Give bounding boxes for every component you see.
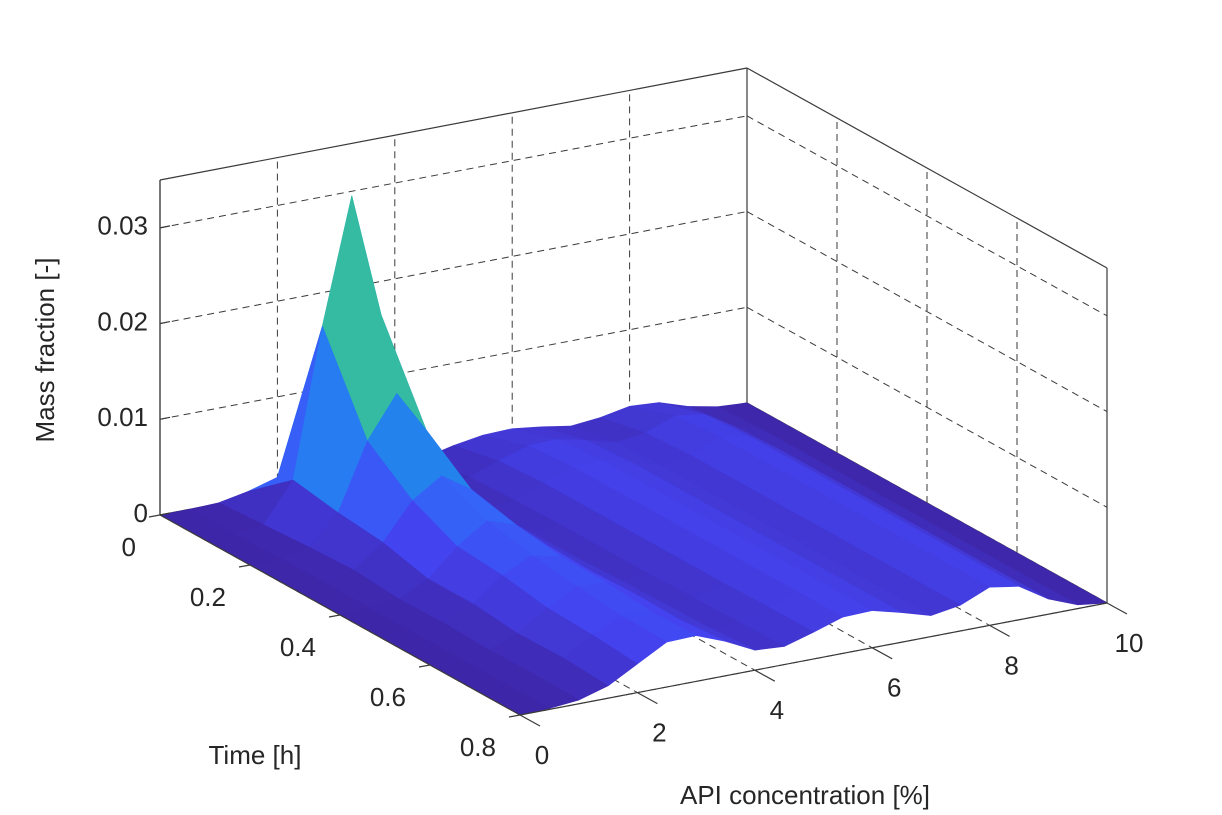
y-tick bbox=[238, 564, 251, 568]
y-tick-label: 0.8 bbox=[460, 732, 496, 762]
y-tick bbox=[148, 514, 161, 518]
x-axis-line bbox=[519, 602, 1108, 716]
z-tick bbox=[159, 225, 171, 229]
box-edge bbox=[746, 67, 1108, 269]
x-tick-label: 4 bbox=[770, 695, 784, 725]
grid-line bbox=[746, 211, 1108, 413]
z-tick bbox=[159, 320, 171, 325]
y-tick-label: 0.2 bbox=[190, 582, 226, 612]
grid-line bbox=[746, 115, 1108, 317]
x-tick bbox=[1106, 602, 1128, 615]
x-tick bbox=[871, 647, 893, 660]
z-tick-label: 0.03 bbox=[97, 211, 148, 241]
y-tick bbox=[328, 614, 341, 618]
z-tick bbox=[159, 512, 171, 516]
x-tick-label: 2 bbox=[652, 717, 666, 747]
x-tick-label: 10 bbox=[1115, 628, 1144, 658]
y-tick-label: 0 bbox=[122, 532, 136, 562]
z-tick bbox=[159, 416, 171, 420]
y-tick bbox=[418, 664, 431, 668]
x-tick bbox=[637, 692, 658, 705]
surface bbox=[159, 195, 1108, 716]
z-tick-label: 0 bbox=[134, 498, 148, 528]
grid-line bbox=[159, 115, 748, 229]
axes: 0 2 4 6 8 10 0 0.2 0.4 0.6 0.8 0 0.01 0.02 0.03 bbox=[97, 180, 1143, 770]
z-axis-label: Mass fraction [-] bbox=[30, 258, 60, 443]
x-tick-label: 8 bbox=[1004, 650, 1018, 680]
grid-line bbox=[159, 306, 748, 420]
x-tick-label: 0 bbox=[535, 740, 549, 770]
z-tick-label: 0.02 bbox=[97, 306, 148, 336]
y-axis-label: Time [h] bbox=[209, 740, 302, 770]
y-tick-label: 0.6 bbox=[370, 682, 406, 712]
y-tick-label: 0.4 bbox=[280, 632, 316, 662]
x-tick-label: 6 bbox=[887, 673, 901, 703]
box-edge bbox=[159, 67, 748, 181]
grid-line bbox=[746, 306, 1108, 508]
y-tick bbox=[508, 714, 521, 718]
grid-line bbox=[159, 211, 748, 325]
x-axis-label: API concentration [%] bbox=[680, 780, 930, 810]
z-tick-label: 0.01 bbox=[97, 402, 148, 432]
x-tick bbox=[754, 669, 776, 682]
x-tick bbox=[519, 714, 541, 727]
x-tick bbox=[989, 624, 1010, 637]
